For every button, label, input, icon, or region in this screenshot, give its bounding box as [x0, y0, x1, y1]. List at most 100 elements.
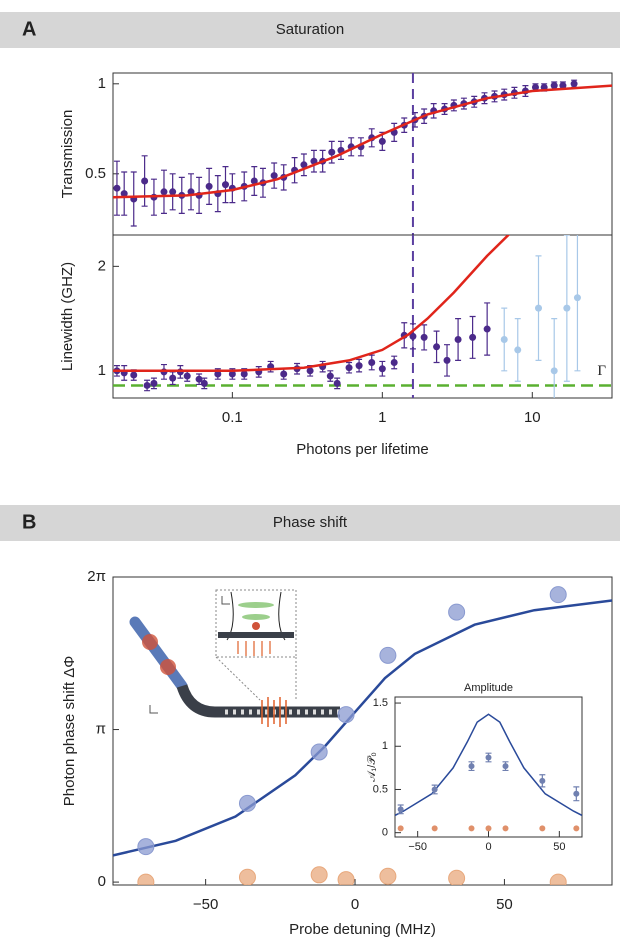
data-point [502, 825, 509, 832]
data-point [310, 866, 328, 884]
data-point [448, 603, 466, 621]
y-tick-label: 0 [98, 873, 106, 890]
fit-line [113, 84, 612, 199]
data-point [531, 83, 539, 91]
data-point [514, 346, 522, 354]
chart-title: Amplitude [464, 682, 513, 694]
data-point [573, 294, 581, 302]
data-point [169, 374, 177, 382]
y-axis-label: Linewidth (GHZ) [59, 262, 76, 371]
x-tick-label: 0 [351, 896, 359, 913]
data-point [485, 754, 492, 761]
data-point [550, 82, 558, 90]
x-tick-label: 0 [485, 841, 491, 853]
x-tick-label: −50 [193, 896, 218, 913]
data-point [238, 868, 256, 885]
chart: 0 π 2π −50 0 50 Probe detuning (MHz) Photon pha… [61, 568, 613, 938]
y-tick-label: 1 [382, 740, 388, 752]
plot-frame [112, 72, 613, 236]
data-point [420, 333, 428, 341]
data-point [431, 825, 438, 832]
data-point [535, 304, 543, 312]
data-point [300, 161, 308, 169]
panel-label: B [22, 511, 36, 533]
data-point [310, 743, 328, 761]
chart: 0 0.5 1 1.5 −50 0 50 Amplitude 𝒜₁/𝒫₀ [366, 682, 583, 853]
y-tick-label: 1 [98, 75, 106, 92]
y-tick-label: 2π [87, 568, 106, 585]
data-point [570, 80, 578, 88]
data-point [431, 786, 438, 793]
data-point [390, 358, 398, 366]
data-point [228, 370, 236, 378]
data-point [485, 825, 492, 832]
data-point [468, 825, 475, 832]
data-point [150, 379, 158, 387]
chart: 0.5 1 Transmission [59, 72, 613, 236]
y-axis-label: Photon phase shift ΔΦ [61, 656, 78, 806]
data-point [326, 372, 334, 380]
reference-label: Γ [597, 363, 606, 379]
panel-header [0, 12, 620, 48]
data-point [250, 177, 258, 185]
data-point [355, 362, 363, 370]
x-tick-label: 50 [496, 896, 513, 913]
data-point [549, 873, 567, 885]
panel-header [0, 505, 620, 541]
data-point [195, 375, 203, 383]
data-point [169, 188, 177, 196]
data-point [333, 379, 341, 387]
data-point [483, 325, 491, 333]
y-tick-label: 2 [98, 257, 106, 274]
data-point [200, 379, 208, 387]
data-point [214, 370, 222, 378]
plot-frame [394, 696, 583, 838]
data-point [137, 838, 155, 856]
plot-frame [112, 234, 613, 399]
data-point [113, 184, 121, 192]
y-tick-label: 0.5 [373, 783, 388, 795]
data-point [221, 181, 229, 189]
chart: 1 2 0.1 1 10 Photons per lifetime Linewidth (G… [59, 234, 613, 458]
data-point [443, 356, 451, 364]
data-point [183, 372, 191, 380]
panel-title: Phase shift [273, 514, 348, 531]
data-point [379, 867, 397, 885]
data-point [397, 825, 404, 832]
y-axis-label: Transmission [59, 110, 76, 199]
data-point [328, 148, 336, 156]
data-point [550, 367, 558, 375]
data-point [280, 370, 288, 378]
data-point [160, 188, 168, 196]
data-point [143, 381, 151, 389]
data-point [130, 371, 138, 379]
data-point [448, 869, 466, 885]
x-tick-label: 1 [378, 409, 386, 426]
data-point [141, 177, 149, 185]
data-point [120, 190, 128, 198]
data-point [238, 794, 256, 812]
data-point [378, 365, 386, 373]
data-point [573, 790, 580, 797]
data-point [559, 82, 567, 90]
fit-line [113, 599, 612, 857]
x-tick-label: 50 [553, 841, 565, 853]
panel-label: A [22, 18, 36, 40]
y-tick-label: 1 [98, 362, 106, 379]
data-point [378, 137, 386, 145]
panel-title: Saturation [276, 21, 344, 38]
data-point [270, 172, 278, 180]
plot-frame [112, 576, 613, 886]
data-point [502, 763, 509, 770]
data-point [368, 358, 376, 366]
data-point [337, 871, 355, 885]
data-point [379, 646, 397, 664]
data-point [468, 763, 475, 770]
data-point [397, 806, 404, 813]
data-point [549, 586, 567, 604]
y-tick-label: 1.5 [373, 697, 388, 709]
data-point [573, 825, 580, 832]
x-tick-label: −50 [408, 841, 427, 853]
